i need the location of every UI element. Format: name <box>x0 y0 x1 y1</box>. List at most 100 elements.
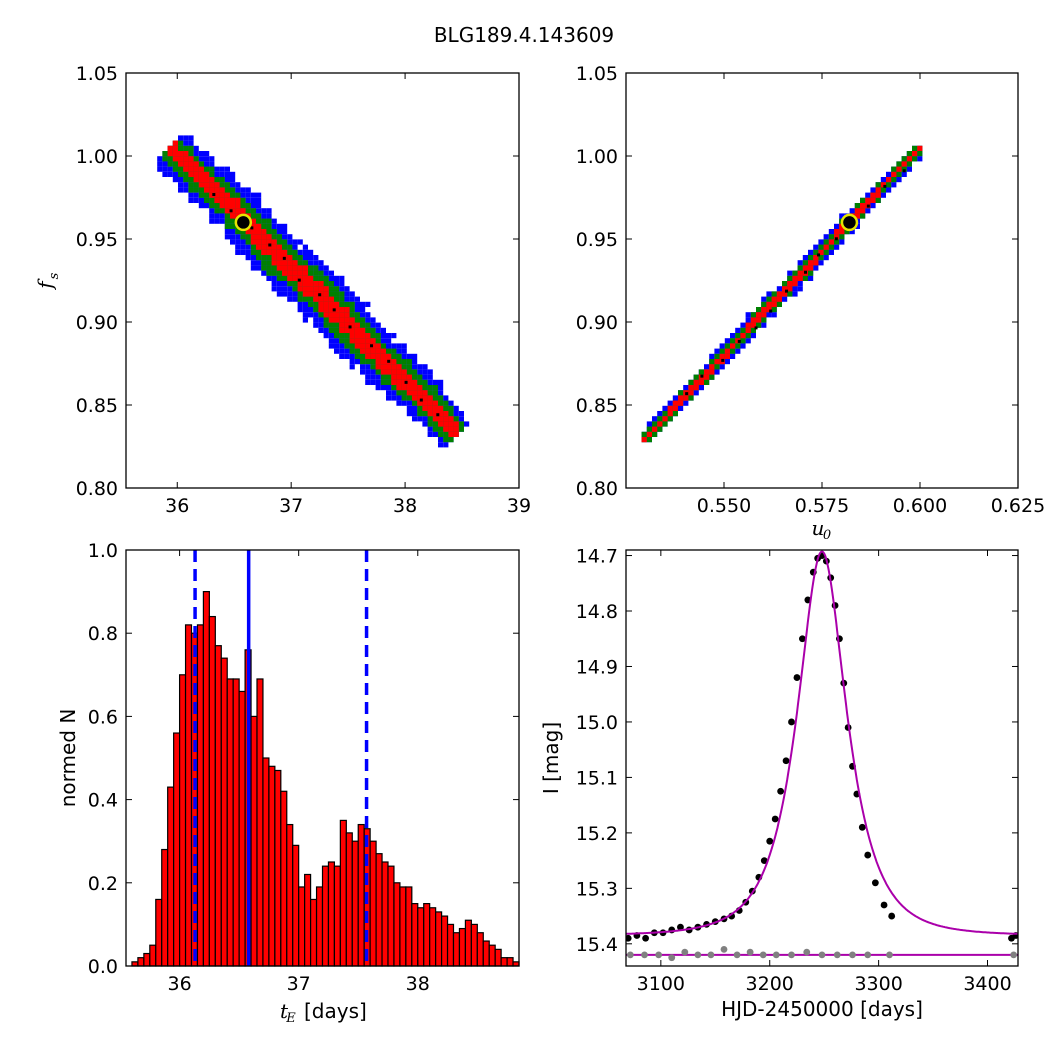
y-tick-label: 15.0 <box>576 712 618 734</box>
heatmap-cell-outer <box>276 223 282 229</box>
heatmap-cell-outer <box>797 260 803 266</box>
histogram-bar <box>250 715 258 967</box>
heatmap-cell-inner <box>870 197 876 203</box>
heatmap-cell-outer <box>193 197 199 203</box>
heatmap-cell-inner <box>328 301 334 307</box>
residual-point <box>886 951 893 959</box>
heatmap-cell-outer <box>271 281 277 287</box>
heatmap-cell-outer <box>302 301 308 307</box>
y-tick-label: 15.3 <box>576 878 618 900</box>
heatmap-cell-inner <box>818 249 824 255</box>
heatmap-cell-middle <box>349 343 355 349</box>
heatmap-cell-outer <box>354 296 360 302</box>
heatmap-cell-inner <box>391 364 397 370</box>
residual-point <box>746 948 754 956</box>
heatmap-cell-outer <box>349 359 355 365</box>
heatmap-cell-inner <box>448 421 454 427</box>
heatmap-cell-outer <box>386 390 392 396</box>
heatmap-cell-inner <box>172 151 178 157</box>
heatmap-cell-inner <box>323 307 329 313</box>
sample-point <box>370 344 374 348</box>
heatmap-cell-middle <box>334 286 340 292</box>
heatmap-cell-inner <box>172 140 178 146</box>
residual-point <box>788 951 795 959</box>
sample-point <box>436 413 440 417</box>
heatmap-cell-middle <box>188 177 194 183</box>
heatmap-cell-middle <box>256 249 262 255</box>
heatmap-cell-middle <box>308 296 314 302</box>
heatmap-cell-middle <box>730 338 736 344</box>
heatmap-cell-middle <box>771 291 777 297</box>
x-axis-label-unit: [days] <box>304 999 367 1023</box>
heatmap-cell-inner <box>375 359 381 365</box>
heatmap-cell-inner <box>318 301 324 307</box>
heatmap-cell-outer <box>230 234 236 240</box>
heatmap-cell-inner <box>901 161 907 167</box>
heatmap-cell-inner <box>235 208 241 214</box>
heatmap-cell-inner <box>224 203 230 209</box>
heatmap-cell-middle <box>438 395 444 401</box>
heatmap-cell-inner <box>276 255 282 261</box>
heatmap-cell-middle <box>224 182 230 188</box>
heatmap-cell-outer <box>271 218 277 224</box>
heatmap-cell-outer <box>214 166 220 172</box>
heatmap-cell-middle <box>443 405 449 411</box>
heatmap-cell-middle <box>167 161 173 167</box>
heatmap-cell-outer <box>276 281 282 287</box>
x-axis-label-subscript: E <box>285 1011 296 1026</box>
heatmap-cell-outer <box>870 187 876 193</box>
heatmap-cell-outer <box>261 208 267 214</box>
heatmap-cell-outer <box>302 244 308 250</box>
heatmap-cell-inner <box>287 270 293 276</box>
heatmap-cell-outer <box>219 213 225 219</box>
heatmap-cell-inner <box>204 171 210 177</box>
heatmap-cell-inner <box>360 348 366 354</box>
heatmap-cell-outer <box>698 385 704 391</box>
heatmap-cell-inner <box>860 208 866 214</box>
heatmap-cell-inner <box>198 171 204 177</box>
heatmap-cell-inner <box>906 156 912 162</box>
heatmap-cell-outer <box>219 218 225 224</box>
heatmap-cell-outer <box>766 312 772 318</box>
heatmap-cell-outer <box>193 192 199 198</box>
heatmap-cell-middle <box>318 275 324 281</box>
heatmap-cell-middle <box>266 229 272 235</box>
heatmap-cell-inner <box>417 390 423 396</box>
heatmap-cell-outer <box>412 364 418 370</box>
heatmap-cell-middle <box>297 260 303 266</box>
x-axis-label-subscript: 0 <box>823 528 831 543</box>
heatmap-cell-middle <box>328 291 334 297</box>
heatmap-cell-outer <box>797 286 803 292</box>
heatmap-cell-inner <box>198 166 204 172</box>
heatmap-cell-inner <box>276 244 282 250</box>
heatmap-cell-middle <box>219 177 225 183</box>
heatmap-cell-inner <box>365 333 371 339</box>
heatmap-cell-outer <box>370 369 376 375</box>
heatmap-cell-outer <box>245 249 251 255</box>
heatmap-cell-outer <box>323 327 329 333</box>
heatmap-cell-outer <box>422 374 428 380</box>
heatmap-cell-inner <box>365 353 371 359</box>
heatmap-cell-outer <box>818 239 824 245</box>
heatmap-cell-outer <box>391 343 397 349</box>
heatmap-cell-middle <box>886 182 892 188</box>
heatmap-cell-outer <box>652 416 658 422</box>
heatmap-cell-middle <box>813 249 819 255</box>
heatmap-cell-outer <box>719 364 725 370</box>
histogram-bar <box>500 957 508 967</box>
heatmap-cell-outer <box>256 208 262 214</box>
histogram-bar <box>452 932 461 967</box>
heatmap-cell-middle <box>412 400 418 406</box>
heatmap-cell-outer <box>178 182 184 188</box>
heatmap-cell-inner <box>302 275 308 281</box>
heatmap-cell-inner <box>678 400 684 406</box>
heatmap-cell-outer <box>266 213 272 219</box>
heatmap-cell-inner <box>422 400 428 406</box>
heatmap-cell-outer <box>886 187 892 193</box>
heatmap-cell-inner <box>188 156 194 162</box>
heatmap-cell-inner <box>193 166 199 172</box>
y-tick-label: 0.90 <box>76 312 118 334</box>
heatmap-cell-middle <box>735 343 741 349</box>
heatmap-cell-inner <box>224 208 230 214</box>
heatmap-cell-outer <box>412 353 418 359</box>
